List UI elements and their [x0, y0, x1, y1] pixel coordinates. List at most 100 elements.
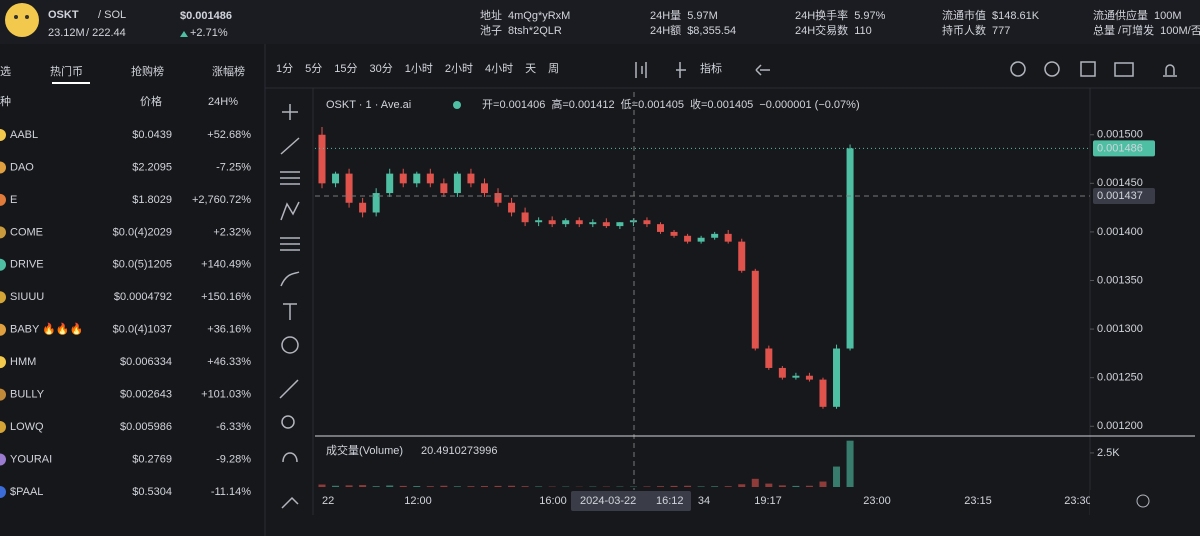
legend-value: 0.001412 [569, 99, 615, 111]
stat-value: 100M [1154, 10, 1182, 22]
coin-name[interactable]: BABY 🔥🔥🔥 [10, 323, 83, 336]
coin-name[interactable]: SIUUU [10, 291, 44, 303]
interval[interactable]: 1分 [276, 62, 293, 75]
candle-body [494, 193, 502, 203]
legend-label: 开= [482, 99, 499, 111]
volume-bar [535, 486, 543, 487]
candle-body [426, 173, 434, 184]
coin-name[interactable]: BULLY [10, 389, 45, 401]
interval[interactable]: 周 [548, 62, 559, 75]
interval[interactable]: 4小时 [485, 62, 513, 75]
coin-change: +140.49% [201, 259, 251, 271]
stat-label: 流通市值 [942, 8, 986, 22]
coin-price: $0.005986 [120, 421, 172, 433]
candle-body [535, 220, 543, 223]
volume-bar [805, 485, 813, 487]
coin-name[interactable]: AABL [10, 129, 38, 141]
price-tag [1093, 187, 1155, 204]
candle-body [697, 237, 705, 242]
coin-name[interactable]: E [10, 194, 17, 206]
market-cap: 23.12M [48, 27, 85, 39]
stat-label: 池子 [480, 24, 502, 37]
candle-body [805, 375, 813, 380]
coin-icon [0, 291, 6, 304]
axis-cover [1090, 490, 1200, 515]
stat-value: 777 [992, 25, 1010, 37]
coin-change: -6.33% [216, 421, 251, 433]
coin-icon [0, 323, 6, 336]
candle-body [833, 348, 841, 407]
stat-label: 地址 [480, 8, 502, 22]
candle-body [372, 193, 380, 213]
candle-body [548, 220, 556, 225]
coin-icon [0, 129, 6, 141]
x-tick-label: 22 [322, 495, 334, 507]
candle-body [440, 183, 448, 194]
candle-body [345, 173, 353, 203]
x-tick-label: 16:00 [539, 495, 567, 507]
coin-change: -11.14% [211, 486, 251, 498]
stat-value: 100M/否 [1160, 25, 1200, 37]
coin-name[interactable]: YOURAI [10, 453, 52, 465]
interval[interactable]: 5分 [305, 62, 322, 75]
interval[interactable]: 30分 [370, 62, 393, 75]
symbol: OSKT [48, 9, 79, 21]
stat-label: 24H换手率 [795, 8, 848, 22]
y-tick-label: 0.001200 [1097, 420, 1143, 432]
interval[interactable]: 天 [525, 63, 536, 75]
crosshair-time-tag [571, 491, 691, 511]
interval[interactable]: 2小时 [445, 62, 473, 75]
tab[interactable]: 选 [0, 65, 11, 78]
volume-bar [724, 486, 732, 487]
y-tick-label: 0.001450 [1097, 177, 1143, 189]
coin-price: $0.0(5)1205 [113, 259, 172, 271]
stat-label: 总量 /可增发 [1093, 23, 1154, 37]
volume-bar [467, 486, 475, 487]
candle-body [318, 134, 326, 184]
volume-value: 20.4910273996 [421, 445, 497, 457]
volume-bar [521, 486, 529, 487]
coin-name[interactable]: DRIVE [10, 259, 44, 271]
volume-bar [697, 486, 705, 487]
coin-name[interactable]: LOWQ [10, 421, 44, 433]
tab[interactable]: 涨幅榜 [212, 64, 245, 78]
candle-body [670, 231, 678, 236]
volume-tick-label: 2.5K [1097, 447, 1120, 459]
coin-change: +2.32% [213, 226, 251, 238]
coin-name[interactable]: HMM [10, 356, 36, 368]
y-tick-label: 0.001500 [1097, 129, 1143, 141]
candle-body [575, 220, 583, 225]
stat-value: $148.61K [992, 10, 1040, 22]
indicators[interactable]: 指标 [700, 61, 722, 75]
coin-price: $0.2769 [132, 453, 172, 465]
header-bar [0, 0, 1200, 44]
liquidity: / 222.44 [86, 27, 126, 39]
drawing-tools[interactable] [279, 61, 1177, 509]
coin-icon [0, 193, 6, 206]
chart-title: OSKT · 1 · Ave.ai [326, 99, 411, 111]
candle-body [562, 220, 570, 225]
column-header: 种 [0, 94, 11, 108]
volume-bar [332, 485, 340, 487]
volume-bar [792, 485, 800, 487]
candle-body [751, 270, 759, 349]
interval[interactable]: 15分 [334, 62, 357, 75]
candle-body [589, 222, 597, 225]
candle-body [508, 202, 516, 213]
tab[interactable]: 热门币 [50, 64, 83, 78]
coin-icon [0, 453, 6, 466]
volume-bar [738, 484, 746, 487]
volume-bar [819, 481, 827, 487]
tab[interactable]: 抢购榜 [131, 64, 164, 78]
interval[interactable]: 1小时 [405, 62, 433, 75]
volume-bar [494, 485, 502, 487]
crosshair-time: 16:12 [656, 495, 684, 507]
candle-body [792, 375, 800, 378]
coin-icon [0, 421, 6, 434]
volume-bar [711, 486, 719, 487]
settings-icon[interactable] [1136, 494, 1150, 508]
coin-name[interactable]: $PAAL [10, 486, 43, 498]
coin-name[interactable]: DAO [10, 161, 34, 173]
coin-name[interactable]: COME [10, 226, 43, 238]
volume-bar [480, 486, 488, 487]
